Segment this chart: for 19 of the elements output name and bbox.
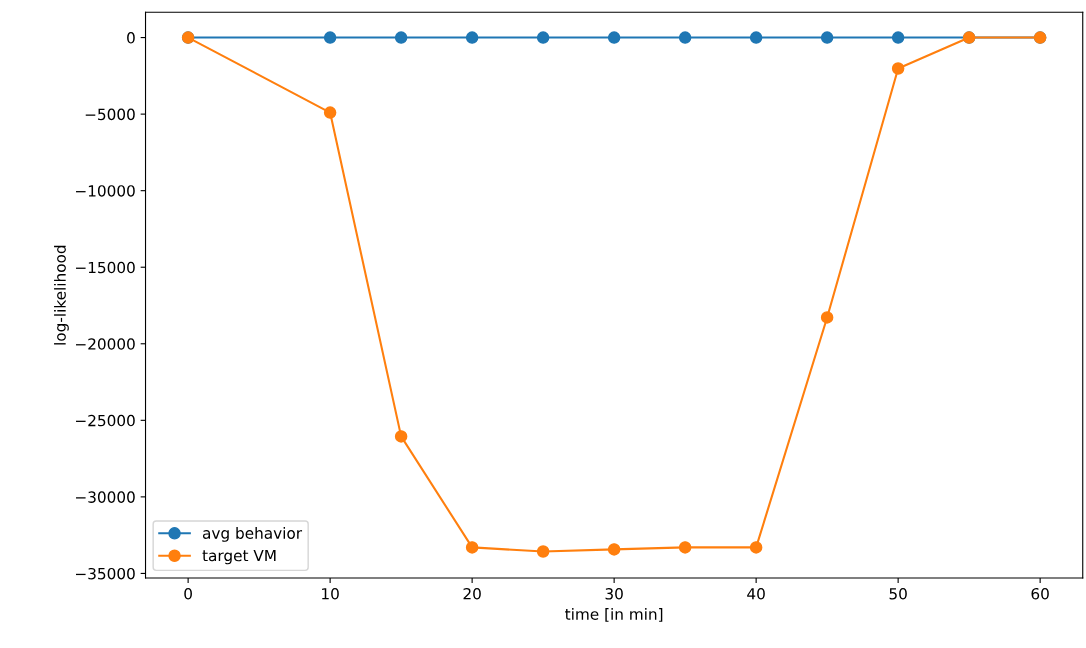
- y-tick-label: 0: [127, 32, 135, 44]
- x-tick-label: 60: [1031, 588, 1049, 600]
- x-tick-label: 0: [184, 588, 192, 600]
- y-tick-label: −30000: [76, 491, 135, 503]
- y-axis-title: log-likelihood: [54, 245, 69, 345]
- x-tick-label: 50: [889, 588, 907, 600]
- y-tick-label: −20000: [76, 338, 135, 350]
- x-tick-label: 30: [605, 588, 623, 600]
- x-tick-label: 20: [463, 588, 481, 600]
- legend-label: avg behavior: [202, 527, 303, 542]
- x-tick-label: 10: [322, 588, 339, 600]
- legend-label: target VM: [202, 549, 276, 565]
- y-tick-label: −5000: [85, 108, 135, 121]
- y-tick-label: −10000: [76, 185, 135, 197]
- y-tick-label: −15000: [76, 261, 135, 274]
- x-axis-title: time [in min]: [565, 608, 663, 622]
- y-tick-label: −35000: [76, 567, 135, 580]
- y-tick-label: −25000: [76, 414, 135, 427]
- x-tick-label: 40: [747, 588, 765, 600]
